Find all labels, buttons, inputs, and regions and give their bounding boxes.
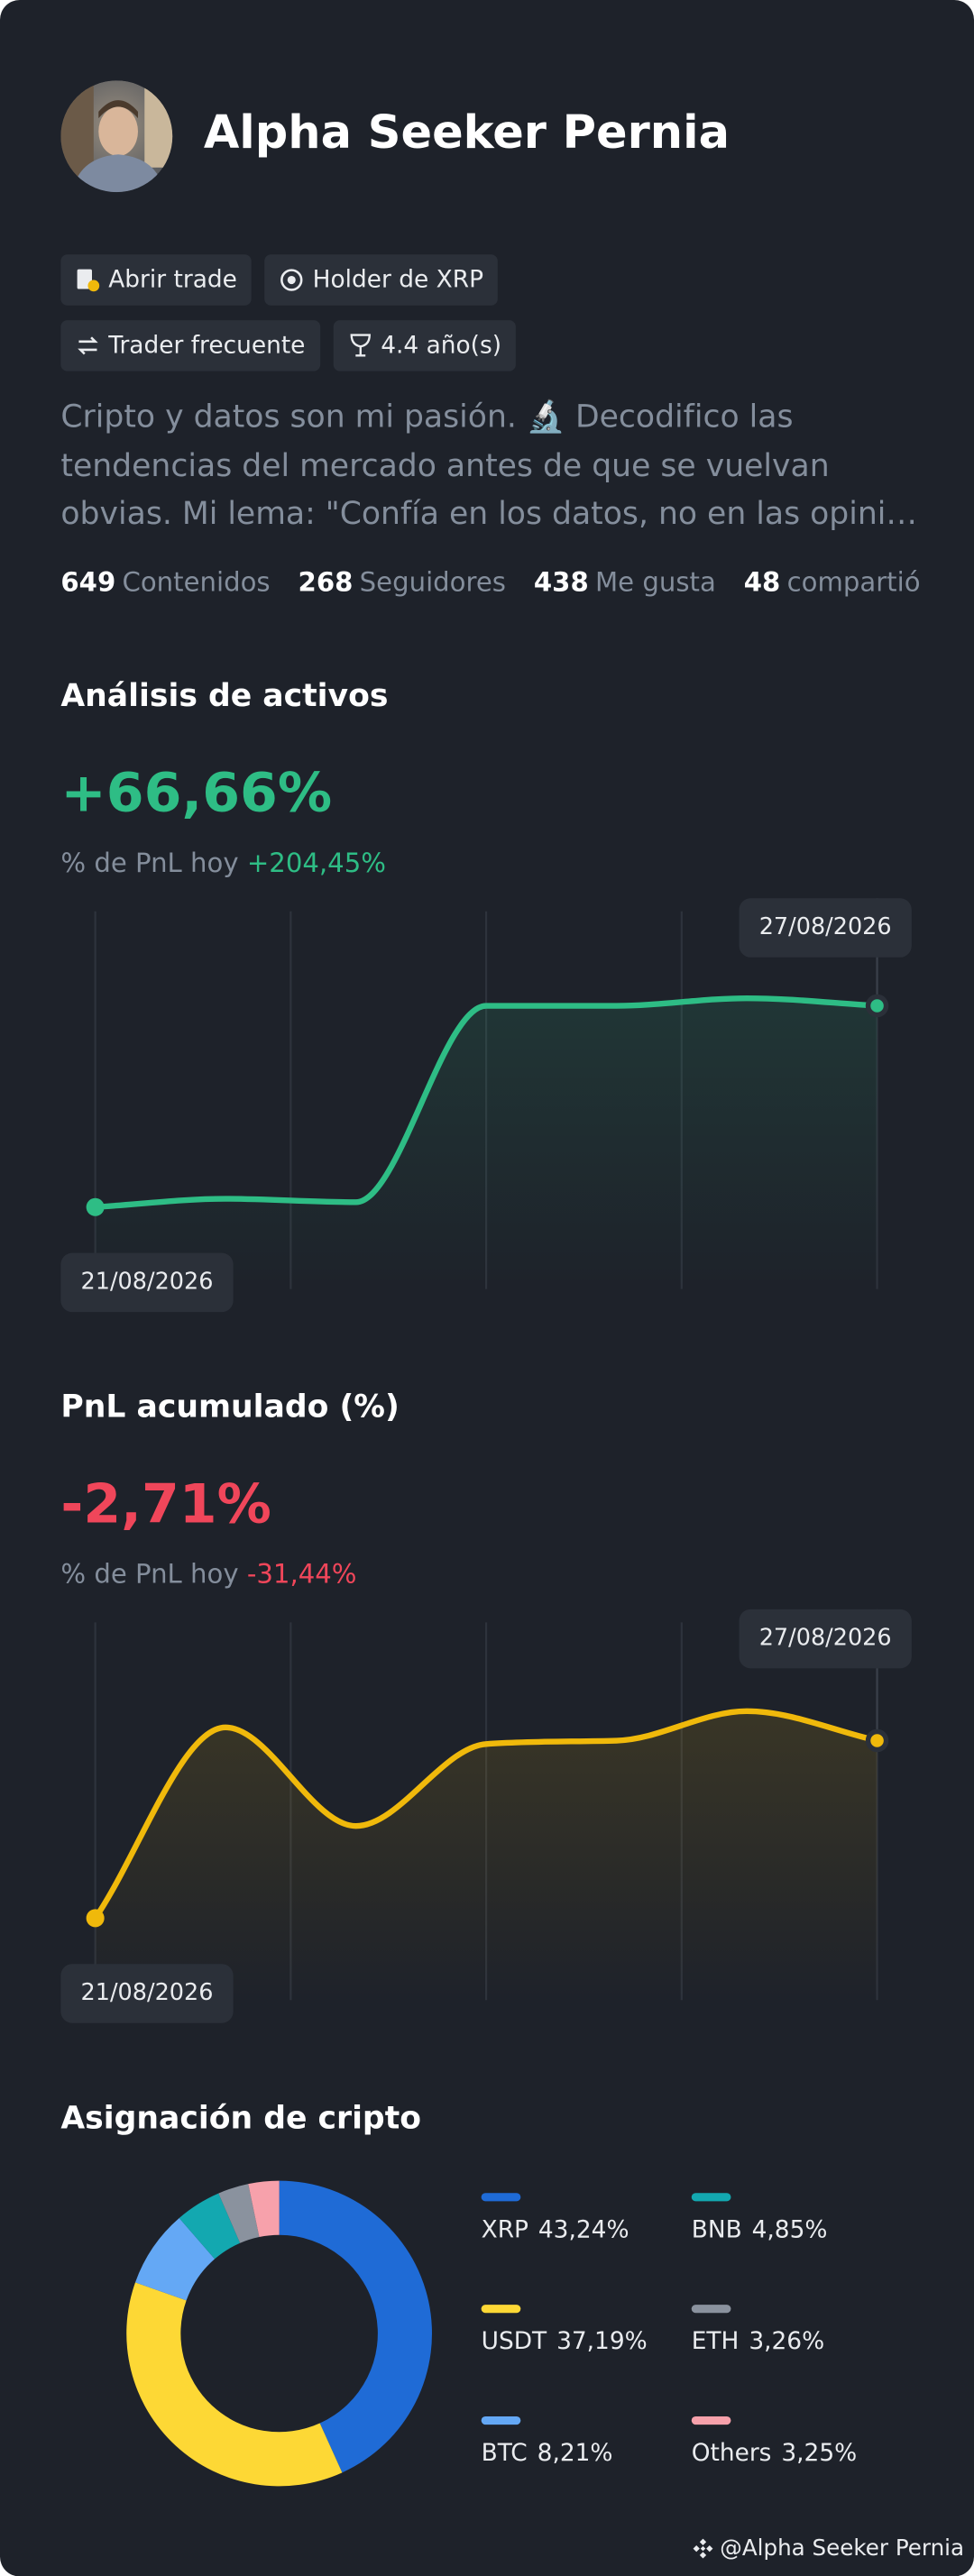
legend-value: 3,26% xyxy=(749,2327,824,2355)
legend-swatch xyxy=(691,2416,731,2425)
tag-icon xyxy=(280,269,304,291)
legend-entry: Others 3,25% xyxy=(692,2438,857,2466)
pnl-today: -31,44% xyxy=(246,1558,357,1590)
legend-value: 37,19% xyxy=(556,2327,648,2355)
tag-icon xyxy=(350,334,371,357)
charts: 27/08/2026 21/08/2026 27/08/2026 21/08/2026… xyxy=(60,898,912,2487)
pie-slice xyxy=(248,2180,280,2237)
legend-swatch xyxy=(481,2416,521,2425)
pie-slice xyxy=(126,2282,343,2487)
legend-swatch xyxy=(481,2305,521,2314)
pnl-subtitle: % de PnL hoy +204,45% xyxy=(60,848,386,879)
tag-icon xyxy=(77,269,100,292)
date-tooltip-label: 27/08/2026 xyxy=(759,913,892,940)
bio: Cripto y datos son mi pasión. 🔬 Decodifi… xyxy=(60,399,918,533)
section-title: Asignación de cripto xyxy=(60,2100,422,2137)
footer-handle: @Alpha Seeker Pernia xyxy=(720,2535,965,2562)
legend-name: ETH xyxy=(692,2327,740,2355)
line-area xyxy=(95,998,878,1289)
stat-label: compartió xyxy=(786,566,921,598)
pnl-subtitle-label: % de PnL hoy xyxy=(60,847,239,879)
brand-icon xyxy=(694,2538,713,2559)
stat-value: 48 xyxy=(743,566,781,598)
legend-swatch xyxy=(691,2305,731,2314)
stat-label: Contenidos xyxy=(122,566,271,598)
date-tooltip-label: 27/08/2026 xyxy=(759,1625,892,1652)
pnl-headline: +66,66% xyxy=(60,760,333,825)
legend-name: Others xyxy=(692,2438,772,2466)
legend-name: BNB xyxy=(692,2215,742,2243)
line-path xyxy=(92,995,880,1210)
legend-swatch xyxy=(691,2193,731,2202)
stat-label: Me gusta xyxy=(595,566,716,598)
section-title: PnL acumulado (%) xyxy=(60,1389,400,1426)
stat-value: 649 xyxy=(60,566,116,598)
tag-chip[interactable]: Trader frecuente xyxy=(60,320,320,371)
legend-entry: ETH 3,26% xyxy=(692,2327,824,2355)
tag-label: 4.4 año(s) xyxy=(381,332,502,359)
tag-label: Holder de XRP xyxy=(312,266,484,294)
legend-value: 8,21% xyxy=(538,2438,613,2466)
date-tooltip xyxy=(60,1252,234,1313)
legend-swatch xyxy=(481,2193,521,2202)
tag-label: Trader frecuente xyxy=(108,332,306,359)
stat-value: 268 xyxy=(298,566,354,598)
start-point xyxy=(86,1909,105,1928)
legend-name: USDT xyxy=(482,2327,547,2355)
legend-value: 43,24% xyxy=(538,2215,629,2243)
legend-entry: BNB 4,85% xyxy=(692,2215,828,2243)
tag-chip[interactable]: Abrir trade xyxy=(60,254,253,306)
footer: @Alpha Seeker Pernia xyxy=(692,2535,964,2562)
legend-entry: USDT 37,19% xyxy=(482,2327,648,2355)
pnl-subtitle-label: % de PnL hoy xyxy=(60,1558,239,1590)
date-tooltip-label: 21/08/2026 xyxy=(81,1268,214,1295)
stat: 649 Contenidos xyxy=(60,566,270,598)
pie-slice xyxy=(279,2180,432,2473)
tag-chip[interactable]: Holder de XRP xyxy=(264,254,499,306)
pnl-headline: -2,71% xyxy=(60,1471,271,1536)
stat: 48 compartió xyxy=(744,566,921,598)
pnl-today: +204,45% xyxy=(246,847,386,879)
profile-name: Alpha Seeker Pernia xyxy=(203,105,730,160)
section-title: Análisis de activos xyxy=(60,678,389,715)
date-tooltip xyxy=(60,1964,234,2023)
start-point xyxy=(86,1197,105,1216)
stat-label: Seguidores xyxy=(359,566,506,598)
legend-name: XRP xyxy=(482,2215,528,2243)
pie-slice xyxy=(218,2184,260,2243)
pie-slice xyxy=(179,2193,241,2260)
legend-value: 3,25% xyxy=(781,2438,857,2466)
pie-slice xyxy=(134,2217,216,2301)
avatar xyxy=(60,80,173,193)
tag-list: Abrir trade Holder de XRP Trader frecuen… xyxy=(60,254,767,371)
end-point xyxy=(865,994,889,1018)
tag-chip[interactable]: 4.4 año(s) xyxy=(333,320,517,371)
legend-entry: BTC 8,21% xyxy=(482,2438,613,2466)
date-tooltip xyxy=(739,1609,912,1669)
pnl-subtitle: % de PnL hoy -31,44% xyxy=(60,1558,356,1590)
line-path xyxy=(92,1708,880,1921)
legend-entry: XRP 43,24% xyxy=(482,2215,629,2243)
stat: 268 Seguidores xyxy=(299,566,506,598)
date-tooltip-label: 21/08/2026 xyxy=(81,1979,214,2006)
line-area xyxy=(95,1710,878,2001)
tag-icon xyxy=(78,336,98,355)
stat-value: 438 xyxy=(533,566,589,598)
legend-value: 4,85% xyxy=(752,2215,828,2243)
stats-row: 649 Contenidos 268 Seguidores 438 Me gusta … xyxy=(60,566,920,598)
tag-label: Abrir trade xyxy=(108,266,237,294)
date-tooltip xyxy=(739,898,912,958)
end-point xyxy=(865,1728,889,1753)
stat: 438 Me gusta xyxy=(534,566,716,598)
legend-name: BTC xyxy=(482,2438,528,2466)
